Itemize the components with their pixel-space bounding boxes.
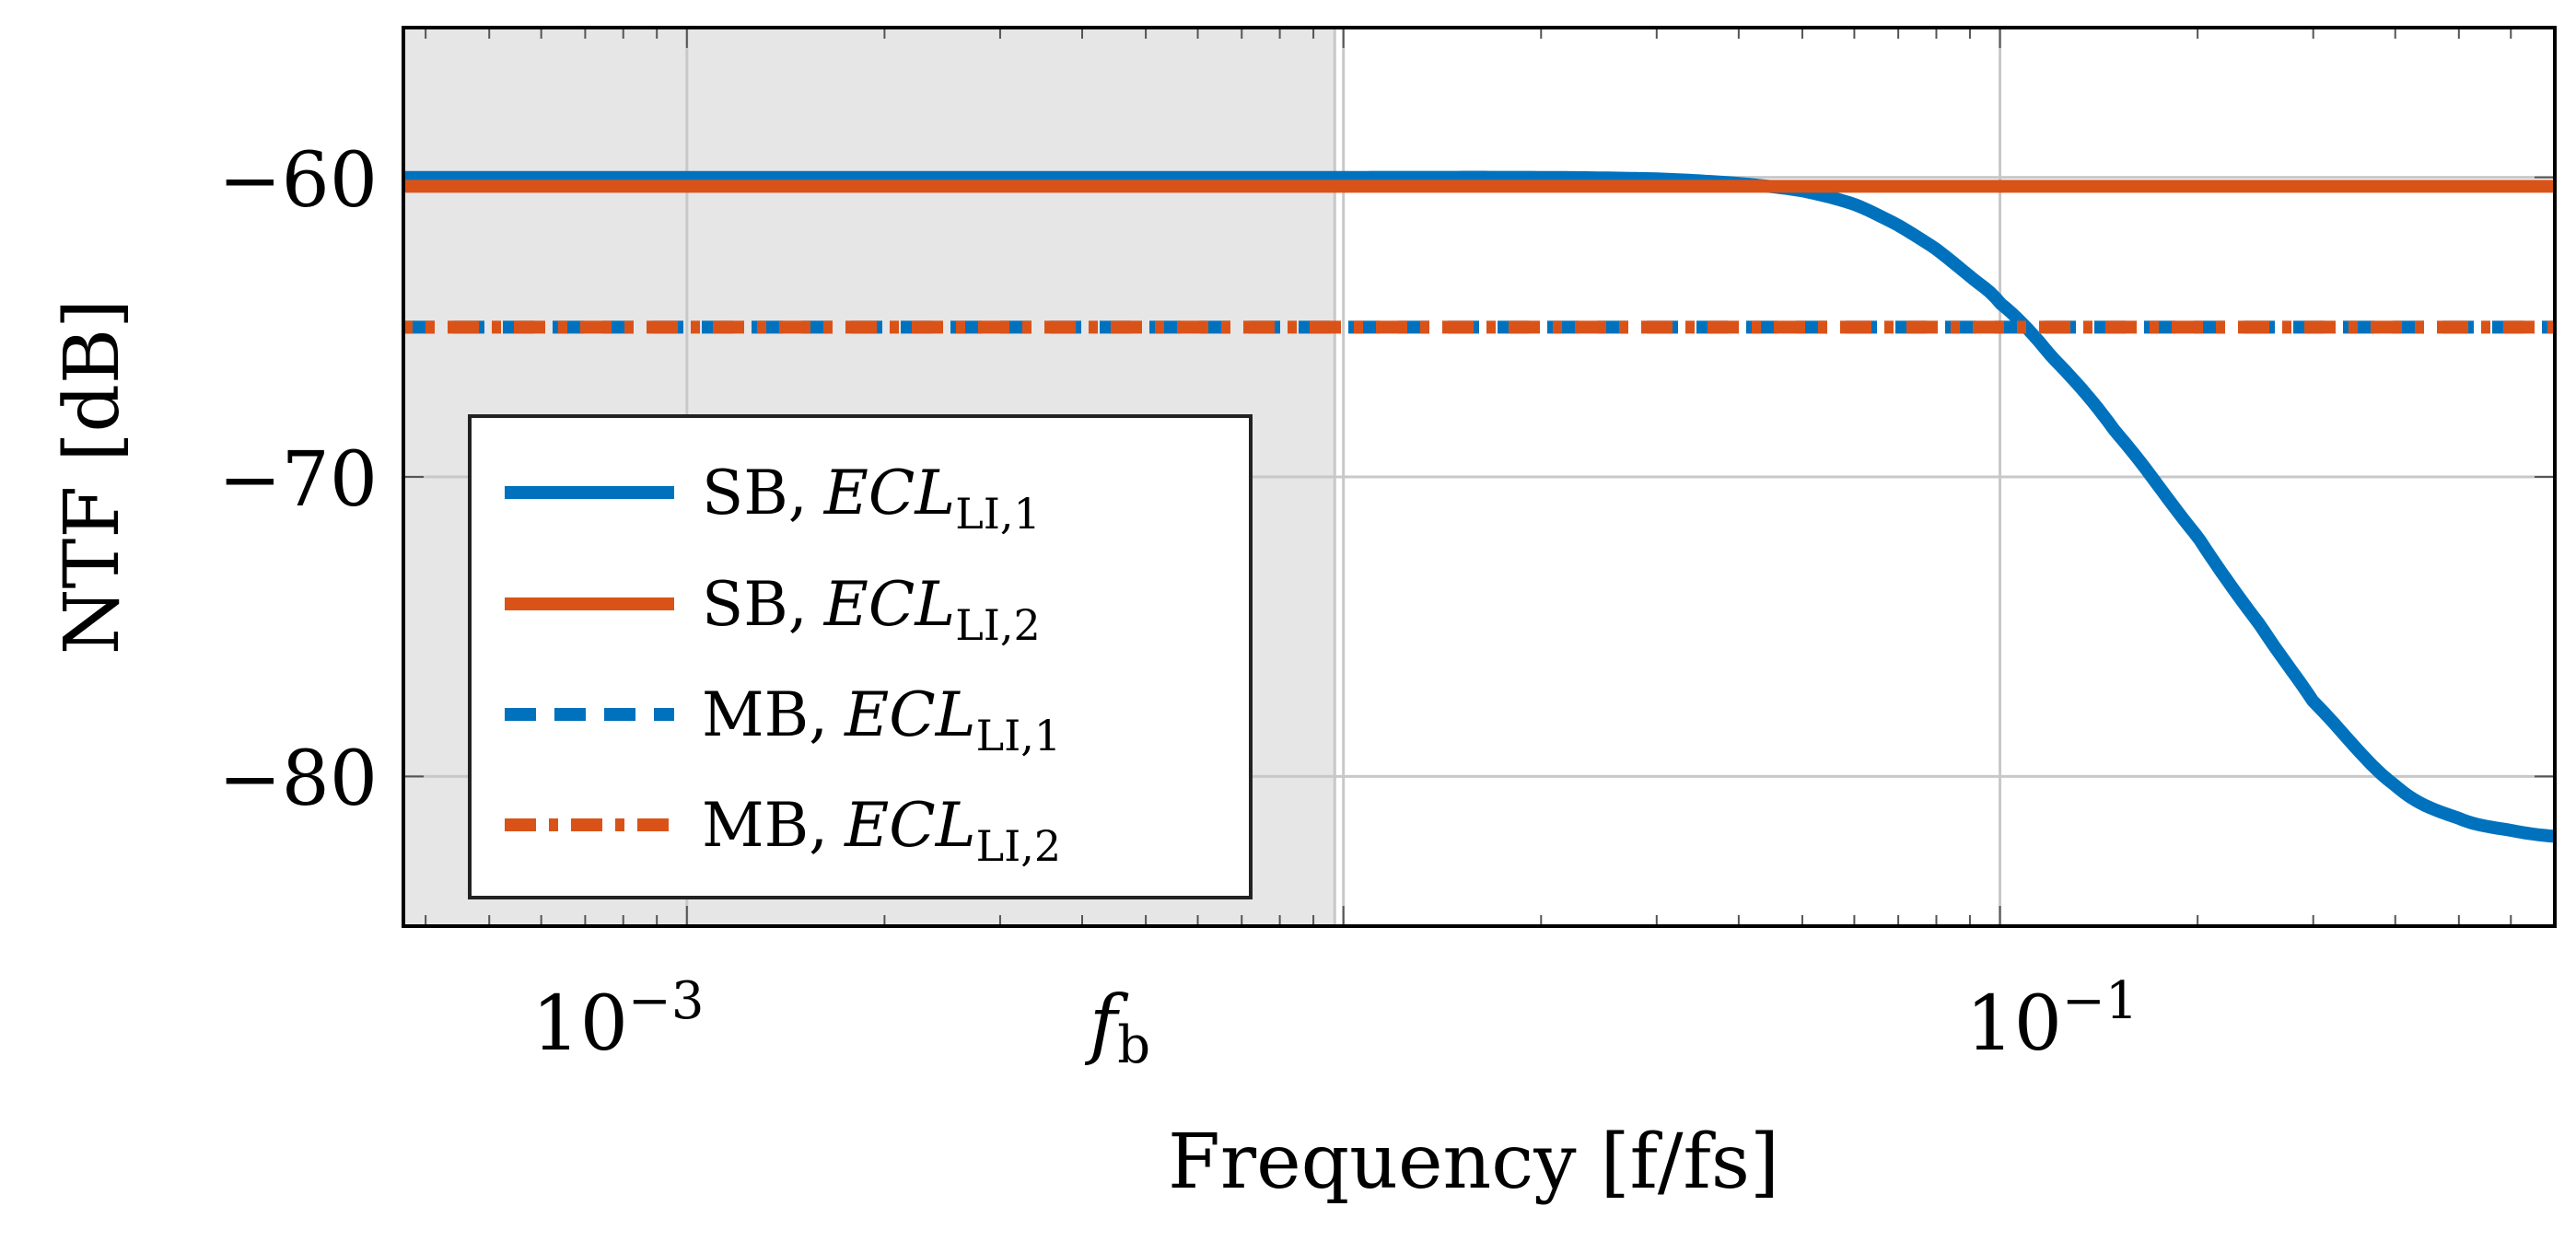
y-tick-label-m70: −70 — [218, 436, 378, 524]
series-layer — [403, 170, 2555, 843]
legend-label-mb-ecl2: MB, ECLLI,2 — [702, 790, 1061, 871]
y-axis-title: NTF [dB] — [49, 299, 136, 655]
plot-frame — [402, 26, 2557, 928]
legend-label-sb-ecl2: SB, ECLLI,2 — [702, 569, 1041, 650]
y-tick-label-m60: −60 — [218, 137, 378, 225]
legend-label-sb-ecl1: SB, ECLLI,1 — [702, 458, 1041, 539]
legend-label-mb-ecl1: MB, ECLLI,1 — [702, 679, 1061, 760]
legend: SB, ECLLI,1 SB, ECLLI,2 MB, ECLLI,1 MB, ECLL… — [468, 414, 1253, 899]
x-tick-label-1e-1: 10−1 — [1966, 971, 2139, 1068]
y-tick-label-m80: −80 — [218, 736, 378, 823]
x-axis-title: Frequency [f/fs] — [1168, 1119, 1779, 1206]
series-line-0 — [403, 170, 2555, 843]
x-tick-label-fb: fb — [1084, 980, 1150, 1075]
x-tick-label-1e-3: 10−3 — [532, 971, 705, 1068]
